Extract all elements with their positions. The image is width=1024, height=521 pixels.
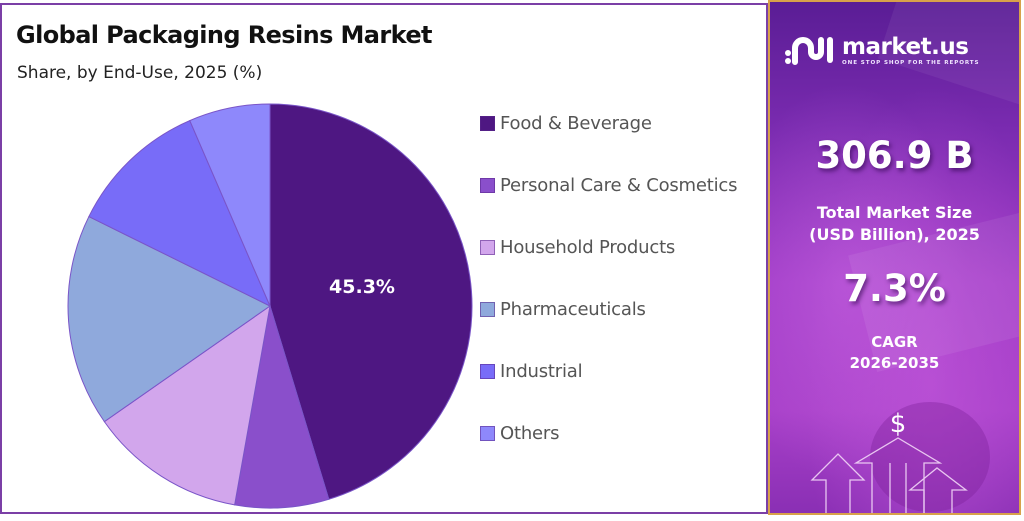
- cagr-label-line1: CAGR: [871, 333, 918, 351]
- market-size-label-line2: (USD Billion), 2025: [809, 225, 980, 244]
- summary-panel: market.us ONE STOP SHOP FOR THE REPORTS …: [768, 0, 1021, 515]
- legend-item-personal-care: Personal Care & Cosmetics: [480, 171, 770, 199]
- legend-swatch: [480, 364, 495, 380]
- legend-label: Pharmaceuticals: [500, 299, 646, 321]
- legend-swatch: [480, 426, 495, 442]
- legend-swatch: [480, 115, 495, 131]
- legend-item-others: Others: [480, 420, 770, 448]
- brand-logo[interactable]: market.us ONE STOP SHOP FOR THE REPORTS: [784, 32, 979, 68]
- brand-name: market.us: [842, 33, 969, 60]
- legend-swatch: [480, 239, 495, 255]
- legend-label: Others: [500, 423, 560, 445]
- legend-label: Industrial: [500, 361, 583, 383]
- pie-chart: 45.3%: [67, 103, 473, 509]
- cagr-label-line2: 2026-2035: [849, 354, 940, 372]
- legend-label: Food & Beverage: [500, 112, 652, 134]
- pie-slice-household-products: [103, 304, 271, 506]
- legend-swatch: [480, 177, 495, 193]
- legend-label: Household Products: [500, 236, 676, 258]
- pie-data-label: 45.3%: [329, 276, 395, 298]
- legend-item-pharmaceuticals: Pharmaceuticals: [480, 296, 770, 324]
- legend-swatch: [480, 302, 495, 318]
- pie-slice-pharmaceuticals: [67, 215, 271, 423]
- cagr-value: 7.3%: [843, 267, 946, 310]
- market-size-value: 306.9 B: [815, 134, 974, 177]
- pie-slice-others: [189, 103, 271, 307]
- chart-legend: Food & Beverage Personal Care & Cosmetic…: [480, 109, 770, 482]
- legend-item-food-beverage: Food & Beverage: [480, 109, 770, 137]
- chart-title: Global Packaging Resins Market: [16, 21, 433, 49]
- pie-slice-food-beverage: [269, 103, 473, 500]
- chart-subtitle: Share, by End-Use, 2025 (%): [17, 63, 263, 83]
- brand-tagline: ONE STOP SHOP FOR THE REPORTS: [842, 59, 980, 66]
- market-size-label-line1: Total Market Size: [816, 203, 973, 222]
- legend-item-household: Household Products: [480, 233, 770, 261]
- dollar-icon: $: [890, 409, 907, 439]
- pie-slices: [67, 103, 473, 509]
- market-us-logo-icon: [785, 37, 833, 65]
- legend-label: Personal Care & Cosmetics: [500, 174, 738, 196]
- chart-panel: Global Packaging Resins Market Share, by…: [0, 3, 768, 514]
- pie-slice-personal-care-cosmetics: [234, 305, 330, 509]
- growth-arrows-icon: $: [810, 409, 968, 513]
- legend-item-industrial: Industrial: [480, 358, 770, 386]
- pie-slice-industrial: [88, 119, 271, 308]
